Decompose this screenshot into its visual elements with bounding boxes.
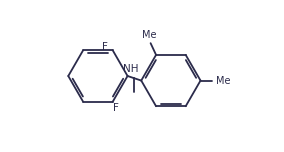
Text: Me: Me xyxy=(142,30,157,40)
Text: Me: Me xyxy=(216,76,231,86)
Text: F: F xyxy=(102,42,108,52)
Text: NH: NH xyxy=(123,64,138,74)
Text: F: F xyxy=(112,103,118,113)
